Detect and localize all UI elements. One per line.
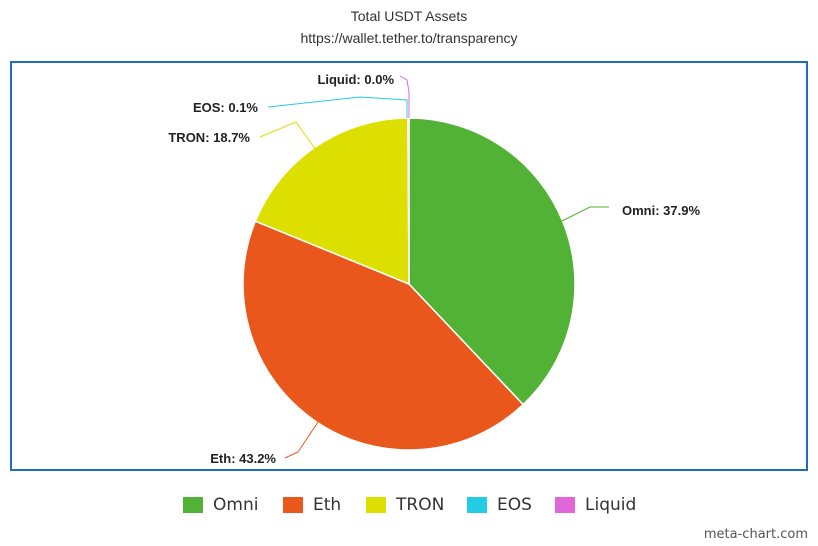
legend-label-eth: Eth (313, 495, 342, 515)
slice-label-omni: Omni: 37.9% (622, 203, 700, 218)
connector-line-tron (259, 121, 317, 151)
legend-label-liquid: Liquid (585, 495, 637, 515)
pie-slice-eos[interactable] (407, 117, 410, 285)
slice-label-eos: EOS: 0.1% (193, 100, 258, 115)
legend-item-liquid[interactable]: Liquid (555, 493, 636, 517)
pie-slice-eth[interactable] (242, 220, 524, 451)
legend-label-eos: EOS (497, 495, 532, 515)
connector-line-eth (284, 421, 319, 459)
legend-swatch-liquid (555, 497, 575, 513)
pie-slice-omni[interactable] (408, 117, 576, 406)
slice-label-tron: TRON: 18.7% (168, 130, 250, 145)
legend-item-eth[interactable]: Eth (283, 493, 341, 517)
legend-item-eos[interactable]: EOS (467, 493, 532, 517)
connector-line-eos (267, 96, 408, 118)
slice-label-eth: Eth: 43.2% (210, 451, 276, 466)
legend-swatch-eth (283, 497, 303, 513)
legend-swatch-tron (366, 497, 386, 513)
connector-line-omni (559, 206, 609, 223)
slice-label-liquid: Liquid: 0.0% (317, 72, 394, 87)
legend-swatch-eos (467, 497, 487, 513)
chart-title: Total USDT Assets (350, 8, 468, 24)
connector-line-liquid (399, 75, 410, 118)
legend-label-tron: TRON (396, 495, 445, 515)
chart-legend: Omni Eth TRON EOS Liquid (0, 493, 818, 519)
legend-swatch-omni (183, 497, 203, 513)
plot-area-frame (10, 61, 808, 471)
chart-subtitle: https://wallet.tether.to/transparency (300, 30, 518, 46)
legend-item-tron[interactable]: TRON (366, 493, 444, 517)
legend-item-omni[interactable]: Omni (183, 493, 258, 517)
pie-slice-tron[interactable] (254, 117, 410, 285)
legend-label-omni: Omni (213, 495, 259, 515)
watermark-text: meta-chart.com (703, 527, 808, 542)
